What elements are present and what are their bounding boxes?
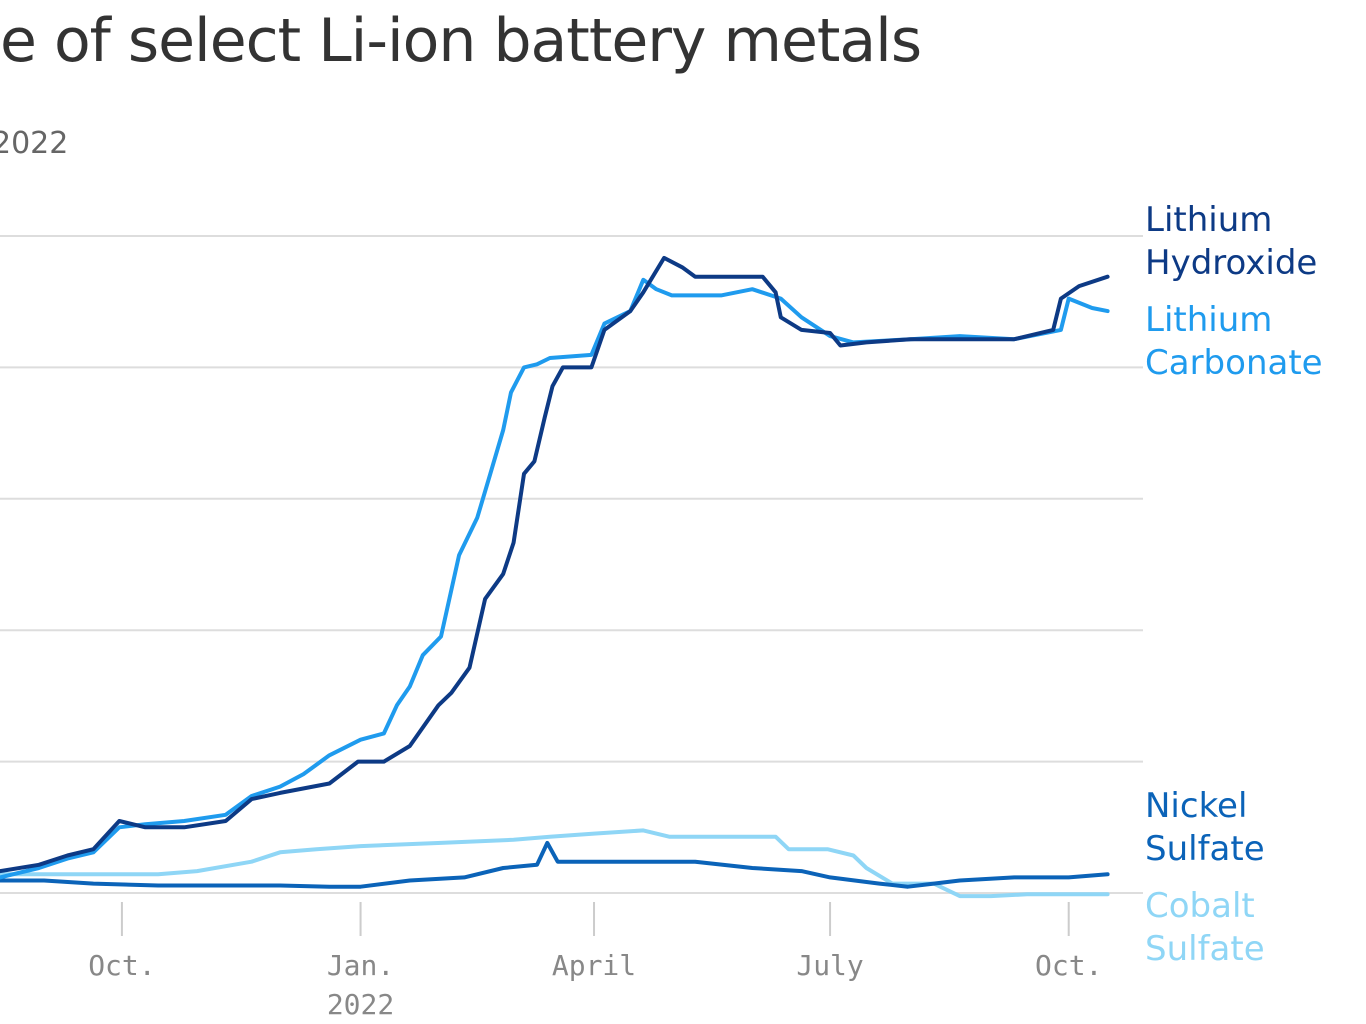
- series-label-line: Lithium: [1145, 300, 1272, 340]
- x-tick-label: April: [552, 949, 636, 982]
- series-label-lithium-carbonate: Lithium Carbonate: [1145, 300, 1323, 383]
- series-line-nickel-sulfate: [0, 840, 1110, 889]
- series-label-nickel-sulfate: Nickel Sulfate: [1145, 786, 1265, 869]
- series-label-line: Hydroxide: [1145, 243, 1317, 283]
- series-label-line: Sulfate: [1145, 829, 1265, 869]
- x-axis: Oct. Jan. 2022 April July Oct.: [88, 902, 1102, 1021]
- series-label-line: Cobalt: [1145, 886, 1255, 926]
- series-label-lithium-hydroxide: Lithium Hydroxide: [1145, 200, 1317, 283]
- series-label-line: Sulfate: [1145, 929, 1265, 969]
- series-label-line: Nickel: [1145, 786, 1247, 826]
- x-tick-label: Jan.: [327, 949, 394, 982]
- series-line-lithium-carbonate: [0, 277, 1110, 880]
- x-tick-label: Oct.: [1035, 949, 1102, 982]
- x-tick-label: July: [796, 949, 863, 982]
- series-label-line: Lithium: [1145, 200, 1272, 240]
- series-label-line: Carbonate: [1145, 343, 1323, 383]
- chart-gridlines: [0, 235, 1143, 894]
- series-line-lithium-hydroxide: [0, 255, 1110, 874]
- x-tick-label: Oct.: [88, 949, 155, 982]
- chart-series-lines: [0, 255, 1110, 899]
- x-tick-sublabel: 2022: [327, 988, 394, 1021]
- chart-subtitle: 2022: [0, 126, 69, 161]
- series-label-cobalt-sulfate: Cobalt Sulfate: [1145, 886, 1265, 969]
- chart-title: ce of select Li-ion battery metals: [0, 6, 922, 76]
